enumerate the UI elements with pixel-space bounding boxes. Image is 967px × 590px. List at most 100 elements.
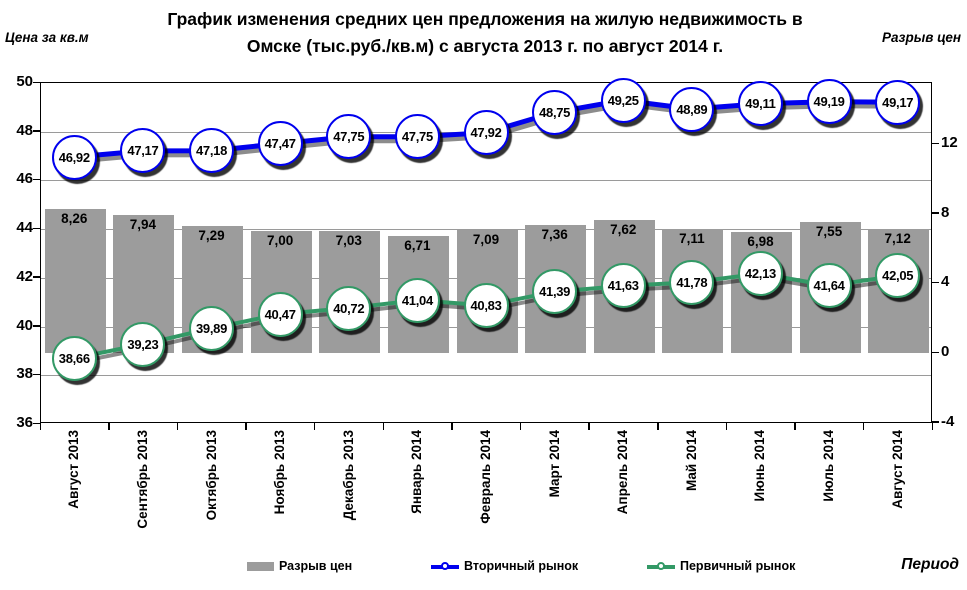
right-axis-tick-label: -4 xyxy=(941,412,955,430)
bar-value-label: 7,62 xyxy=(610,222,637,238)
x-axis-label: Август 2014 xyxy=(889,430,905,509)
secondary-line-swatch-icon xyxy=(431,562,459,571)
axis-tick xyxy=(932,281,939,284)
axis-tick xyxy=(862,423,865,430)
primary-market-point: 41,63 xyxy=(600,263,646,309)
primary-market-point: 39,89 xyxy=(189,305,235,351)
axis-tick xyxy=(33,422,40,424)
axis-tick xyxy=(451,423,453,430)
gap-bar-swatch-icon xyxy=(247,561,274,571)
x-axis-label: Март 2014 xyxy=(546,430,562,498)
secondary-market-point: 46,92 xyxy=(51,134,97,180)
left-axis-tick-label: 44 xyxy=(16,219,33,237)
axis-tick xyxy=(932,142,939,145)
bar-value-label: 7,00 xyxy=(267,233,294,249)
bar-value-label: 7,94 xyxy=(129,216,157,232)
left-axis-tick-label: 38 xyxy=(16,365,33,383)
primary-market-point: 42,05 xyxy=(875,253,921,299)
axis-tick xyxy=(33,81,40,83)
axis-tick xyxy=(382,423,385,430)
chart-title-line2: Омске (тыс.руб./кв.м) с августа 2013 г. … xyxy=(246,36,724,56)
axis-tick xyxy=(725,423,728,430)
chart-title: График изменения средних цен предложения… xyxy=(90,6,880,60)
x-axis-label: Июль 2014 xyxy=(821,430,837,502)
primary-market-point: 42,13 xyxy=(737,251,783,297)
axis-tick xyxy=(245,423,247,430)
axis-tick xyxy=(33,373,40,376)
secondary-market-point: 48,89 xyxy=(669,86,715,132)
primary-market-point: 41,04 xyxy=(394,277,440,323)
secondary-market-point: 47,18 xyxy=(189,128,235,174)
legend-label-primary: Первичный рынок xyxy=(680,559,796,573)
right-axis-tick-label: 8 xyxy=(941,203,950,221)
primary-market-point: 40,72 xyxy=(326,285,372,331)
axis-tick xyxy=(794,423,796,430)
bar-value-label: 6,98 xyxy=(747,233,774,249)
secondary-market-point: 48,75 xyxy=(532,89,578,135)
axis-tick xyxy=(33,276,40,278)
left-axis-tick-label: 46 xyxy=(16,170,33,188)
secondary-market-point: 47,47 xyxy=(257,121,303,167)
right-axis-caption: Разрыв цен xyxy=(882,30,961,45)
gridline xyxy=(41,180,931,182)
axis-tick xyxy=(176,423,179,430)
left-axis-tick-label: 50 xyxy=(16,73,33,90)
legend-item-gap: Разрыв цен xyxy=(247,559,352,573)
secondary-market-point: 49,11 xyxy=(737,81,783,127)
secondary-market-point: 49,25 xyxy=(600,77,646,123)
x-axis-label: Сентябрь 2013 xyxy=(134,430,150,529)
bar-value-label: 7,55 xyxy=(815,223,843,239)
x-axis-caption: Период xyxy=(901,556,959,573)
axis-tick xyxy=(931,423,933,430)
bar-value-label: 7,11 xyxy=(679,231,705,247)
secondary-market-point: 47,75 xyxy=(394,114,440,160)
legend-item-primary: Первичный рынок xyxy=(647,559,795,573)
legend-label-secondary: Вторичный рынок xyxy=(464,559,579,573)
bar xyxy=(44,209,106,353)
axis-tick xyxy=(33,178,40,181)
axis-tick xyxy=(932,351,939,353)
axis-tick xyxy=(519,423,522,430)
primary-line-swatch-icon xyxy=(647,562,675,571)
primary-market-point: 40,47 xyxy=(257,291,303,337)
secondary-market-point: 49,19 xyxy=(806,79,852,125)
secondary-market-point: 47,75 xyxy=(326,114,372,160)
primary-market-point: 40,83 xyxy=(463,282,509,328)
axis-tick xyxy=(657,423,659,430)
axis-tick xyxy=(108,423,110,430)
right-axis-tick-label: 0 xyxy=(941,343,950,360)
axis-tick xyxy=(33,130,40,132)
primary-market-point: 41,78 xyxy=(669,259,715,305)
axis-tick xyxy=(932,421,939,423)
bar-value-label: 7,12 xyxy=(884,231,911,247)
gridline xyxy=(41,375,931,377)
primary-market-point: 39,23 xyxy=(120,321,166,367)
x-axis-label: Январь 2014 xyxy=(409,430,425,514)
x-axis-label: Апрель 2014 xyxy=(615,430,631,515)
left-axis-tick-label: 36 xyxy=(16,414,33,431)
x-axis-label: Август 2013 xyxy=(66,430,82,509)
axis-tick xyxy=(588,423,590,430)
right-axis-tick-label: 4 xyxy=(941,273,950,291)
legend-item-secondary: Вторичный рынок xyxy=(431,559,578,573)
x-axis-label: Декабрь 2013 xyxy=(340,430,356,521)
bar-value-label: 6,71 xyxy=(404,238,431,254)
axis-tick xyxy=(33,325,40,327)
right-axis-tick-label: 12 xyxy=(941,134,958,152)
left-axis-tick-label: 48 xyxy=(16,121,33,139)
bar-value-label: 7,36 xyxy=(541,226,568,242)
left-axis-tick-label: 40 xyxy=(16,316,33,334)
bar-value-label: 7,09 xyxy=(472,231,500,247)
secondary-market-point: 47,17 xyxy=(120,128,166,174)
primary-market-point: 38,66 xyxy=(51,335,97,381)
bar-value-label: 8,26 xyxy=(61,211,88,227)
legend-label-gap: Разрыв цен xyxy=(279,559,353,573)
bar-value-label: 7,03 xyxy=(335,232,362,248)
left-axis-caption: Цена за кв.м xyxy=(5,30,89,45)
secondary-market-point: 49,17 xyxy=(875,79,921,125)
axis-tick xyxy=(932,212,939,214)
x-axis-label: Октябрь 2013 xyxy=(203,430,219,521)
secondary-market-point: 47,92 xyxy=(463,110,509,156)
axis-tick xyxy=(313,423,316,430)
